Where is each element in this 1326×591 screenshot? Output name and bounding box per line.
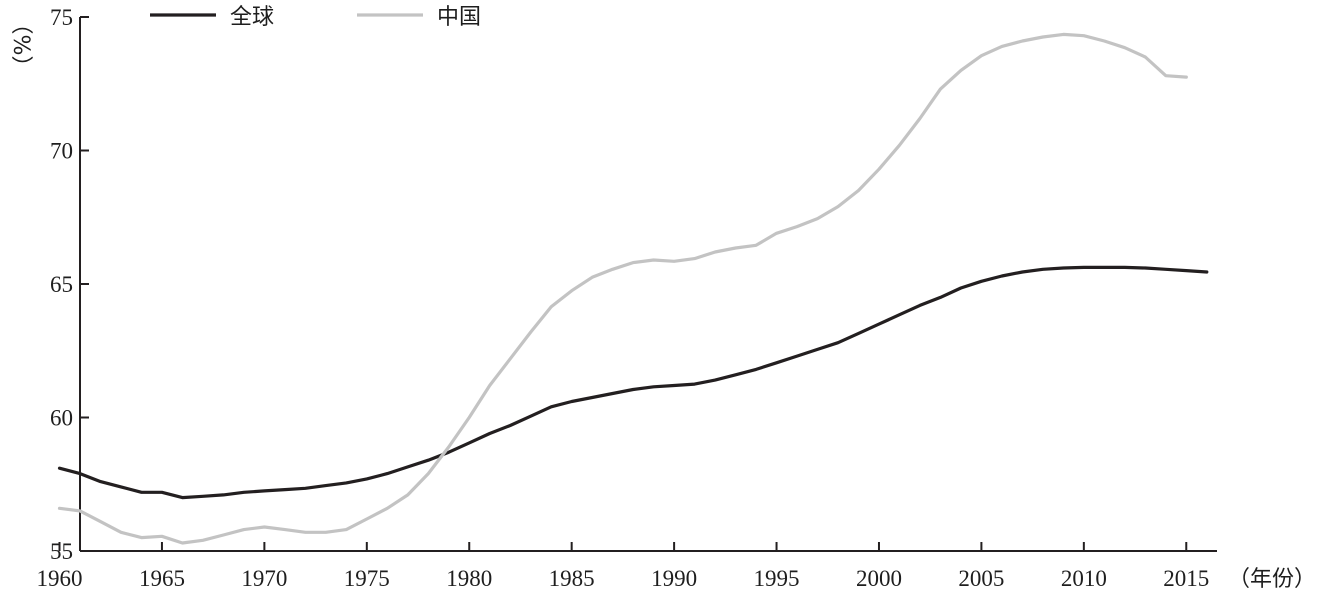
x-tick-label: 2000 xyxy=(856,566,902,591)
x-tick-label: 2005 xyxy=(958,566,1004,591)
legend: 全球 中国 xyxy=(150,5,481,30)
y-axis-label: （%） xyxy=(8,13,33,78)
series-line-2 xyxy=(57,32,1188,545)
y-tick-label: 70 xyxy=(50,139,73,164)
series-lines xyxy=(57,32,1209,545)
x-tick-label: 1990 xyxy=(651,566,697,591)
x-tick-label: 2015 xyxy=(1163,566,1209,591)
x-tick-label: 1970 xyxy=(241,566,287,591)
series-line-1 xyxy=(57,265,1209,500)
x-tick-label: 2010 xyxy=(1061,566,1107,591)
axes: 55 60 65 70 75 1960 1965 1970 1975 1980 1985 1990 19… xyxy=(8,5,1316,591)
y-tick-label: 60 xyxy=(50,406,73,431)
y-tick-label: 55 xyxy=(50,539,73,564)
y-tick-label: 75 xyxy=(50,5,73,30)
x-axis-label: （年份） xyxy=(1228,567,1316,591)
y-tick-label: 65 xyxy=(50,272,73,297)
x-tick-label: 1960 xyxy=(37,566,83,591)
x-tick-label: 1980 xyxy=(446,566,492,591)
x-tick-label: 1965 xyxy=(139,566,185,591)
x-tick-label: 1995 xyxy=(754,566,800,591)
x-tick-label: 1975 xyxy=(344,566,390,591)
legend-label: 中国 xyxy=(437,5,481,30)
legend-label: 全球 xyxy=(230,5,274,30)
x-tick-label: 1985 xyxy=(549,566,595,591)
